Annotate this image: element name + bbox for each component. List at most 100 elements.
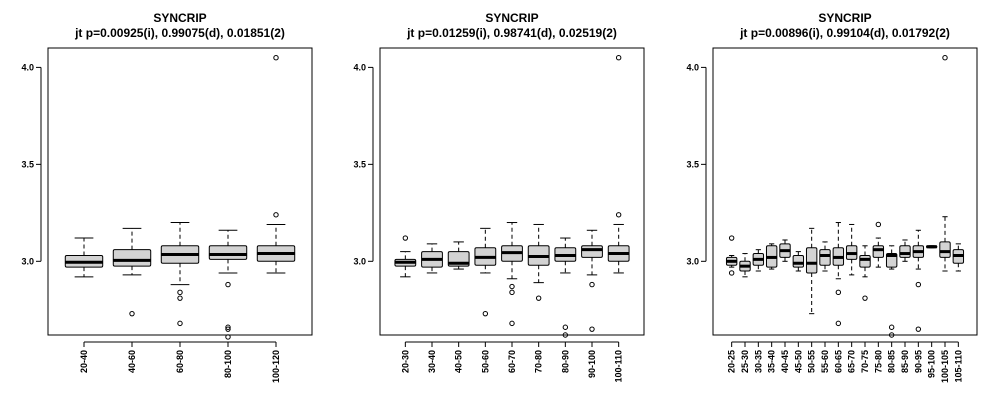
outlier-point (835, 320, 842, 327)
x-tick-label: 40-60 (127, 350, 137, 373)
outlier-point (177, 295, 183, 301)
outlier-point (225, 334, 231, 340)
x-tick-label: 20-40 (79, 350, 89, 373)
x-tick-label: 20-25 (727, 350, 737, 373)
outlier-point (875, 221, 882, 228)
outlier-point (915, 326, 922, 332)
y-tick-label: 4.0 (353, 62, 366, 72)
x-tick-label: 105-110 (953, 350, 963, 383)
x-tick-label: 60-65 (833, 350, 843, 373)
panel-2-axes: 3.0 3.5 4.0 20-30 30-40 40-50 50-60 60-70 70-80 8… (353, 62, 623, 382)
box (859, 254, 871, 268)
x-tick-label: 100-110 (614, 350, 624, 383)
x-tick-label: 60-80 (175, 350, 185, 373)
outlier-point (862, 295, 868, 301)
outlier-point (728, 235, 735, 241)
x-tick-label: 40-50 (454, 350, 464, 373)
box (819, 249, 831, 266)
panel-2-marks (394, 54, 630, 338)
y-tick-label: 3.5 (21, 159, 34, 169)
y-tick-label: 3.0 (353, 256, 366, 266)
box (805, 247, 818, 274)
outlier-point (225, 324, 231, 330)
panel-3: SYNCRIP jt p=0.00896(i), 0.99104(d), 0.0… (686, 11, 978, 383)
x-tick-label: 95-100 (927, 350, 937, 378)
panel-3-axes: 3.0 3.5 4.0 20-25 25-30 30-35 35-40 40-45 45-50 5… (686, 62, 963, 383)
outlier-point (615, 54, 622, 61)
x-tick-label: 20-30 (400, 350, 410, 373)
x-tick-label: 70-75 (860, 350, 870, 373)
outlier-point (509, 289, 515, 296)
y-tick-label: 3.0 (686, 256, 699, 266)
x-tick-label: 70-80 (534, 350, 544, 373)
x-tick-label: 30-40 (427, 350, 437, 373)
panel-1-marks (64, 54, 296, 340)
x-tick-label: 50-55 (807, 350, 817, 373)
x-tick-label: 80-100 (223, 350, 233, 378)
x-tick-label: 85-90 (900, 350, 910, 373)
panel-1-plot-frame (47, 47, 313, 336)
outlier-point (129, 310, 135, 317)
outlier-point (562, 332, 569, 338)
x-tick-label: 45-50 (793, 350, 803, 373)
outlier-point (273, 54, 279, 61)
outlier-point (589, 326, 595, 332)
box (581, 245, 603, 258)
outlier-point (562, 324, 569, 330)
outlier-point (615, 212, 622, 218)
outlier-point (225, 281, 231, 288)
x-tick-label: 30-35 (753, 350, 763, 373)
x-tick-label: 55-60 (820, 350, 830, 373)
x-tick-label: 100-120 (271, 350, 281, 383)
x-tick-label: 80-85 (887, 350, 897, 373)
x-tick-label: 60-70 (507, 350, 517, 373)
box (939, 241, 951, 258)
outlier-point (482, 310, 489, 317)
y-tick-label: 3.0 (21, 256, 34, 266)
outlier-point (728, 270, 735, 276)
panel-3-marks (725, 54, 965, 338)
panel-2-subtitle: jt p=0.01259(i), 0.98741(d), 0.02519(2) (406, 26, 617, 40)
panel-1: SYNCRIP jt p=0.00925(i), 0.99075(d), 0.0… (21, 11, 313, 383)
box (899, 245, 911, 258)
outlier-point (177, 289, 183, 296)
x-tick-label: 35-40 (767, 350, 777, 373)
outlier-point (942, 54, 948, 61)
x-tick-label: 75-80 (873, 350, 883, 373)
y-tick-label: 3.5 (686, 159, 699, 169)
outlier-point (402, 235, 409, 241)
x-tick-label: 90-95 (913, 350, 923, 373)
outlier-point (888, 324, 895, 330)
box (792, 254, 805, 268)
outlier-point (888, 332, 895, 338)
outlier-point (225, 326, 231, 332)
box (872, 245, 885, 258)
panel-2-title: SYNCRIP (485, 11, 538, 25)
outlier-point (915, 281, 922, 288)
panel-2: SYNCRIP jt p=0.01259(i), 0.98741(d), 0.0… (353, 11, 645, 383)
x-tick-label: 80-90 (560, 350, 570, 373)
panel-3-title: SYNCRIP (818, 11, 871, 25)
x-tick-label: 100-105 (940, 350, 950, 383)
x-tick-label: 50-60 (480, 350, 490, 373)
outlier-point (509, 283, 515, 290)
outlier-point (509, 320, 515, 327)
outlier-point (535, 295, 542, 301)
outlier-point (835, 289, 842, 296)
y-tick-label: 4.0 (21, 62, 34, 72)
x-tick-label: 65-70 (847, 350, 857, 373)
x-tick-label: 25-30 (740, 350, 750, 373)
y-tick-label: 4.0 (686, 62, 699, 72)
box (112, 249, 152, 267)
y-tick-label: 3.5 (353, 159, 366, 169)
box (208, 245, 248, 260)
panel-3-subtitle: jt p=0.00896(i), 0.99104(d), 0.01792(2) (739, 26, 950, 40)
outlier-point (273, 212, 279, 218)
panel-1-title: SYNCRIP (153, 11, 206, 25)
outlier-point (589, 281, 595, 288)
panel-3-plot-frame (712, 47, 978, 336)
x-tick-label: 40-45 (780, 350, 790, 373)
outlier-point (177, 320, 183, 327)
panel-1-subtitle: jt p=0.00925(i), 0.99075(d), 0.01851(2) (74, 26, 285, 40)
